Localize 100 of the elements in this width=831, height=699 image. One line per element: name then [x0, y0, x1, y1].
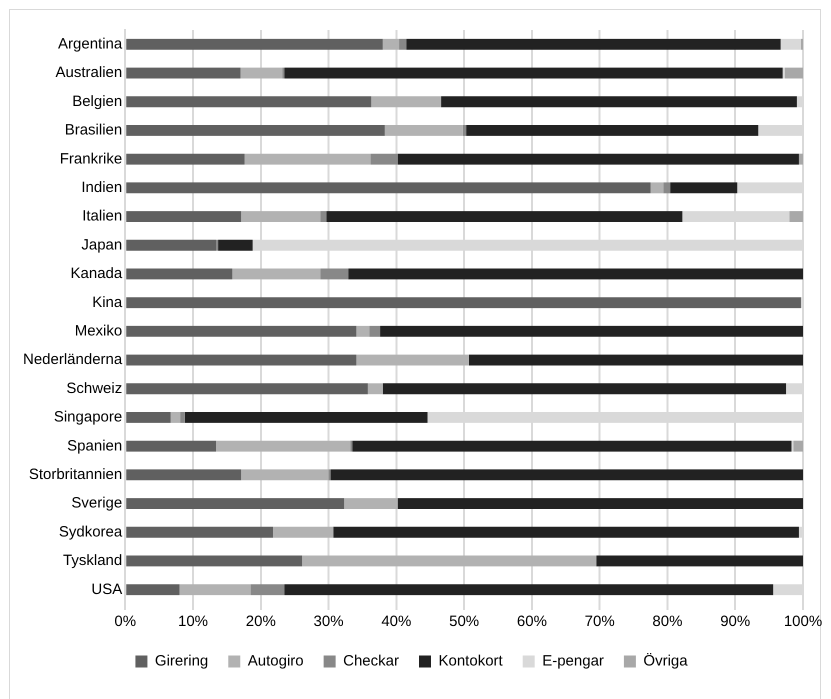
bar — [302, 555, 596, 566]
y-tick-label: Argentina — [58, 35, 123, 52]
bar — [126, 297, 801, 308]
bar — [670, 182, 738, 194]
bar — [126, 211, 242, 222]
bar — [126, 124, 385, 136]
y-tick-label: USA — [91, 580, 122, 598]
y-tick-label: Indien — [81, 178, 122, 196]
bar — [326, 211, 682, 222]
bar — [126, 182, 651, 194]
x-tick-label: 70% — [584, 613, 615, 630]
bar — [320, 268, 348, 280]
bar — [371, 96, 442, 108]
x-tick-label: 60% — [516, 613, 547, 630]
bar — [250, 584, 285, 596]
bar — [232, 268, 320, 280]
x-tick-label: 10% — [178, 613, 208, 630]
y-tick-label: Storbritannien — [28, 466, 122, 483]
bar — [789, 211, 803, 222]
y-tick-label: Brasilien — [64, 122, 122, 139]
bar — [126, 68, 240, 79]
bar — [784, 68, 803, 79]
bar — [284, 68, 783, 79]
bar — [398, 498, 803, 510]
bar — [126, 383, 368, 394]
legend-label: E-pengar — [542, 652, 604, 670]
bar — [368, 383, 383, 394]
y-tick-label: Schweiz — [66, 380, 122, 397]
legend-label: Kontokort — [438, 652, 504, 670]
bar — [356, 326, 370, 337]
bar — [382, 38, 400, 50]
bar — [126, 469, 242, 480]
bar — [126, 498, 344, 510]
bar — [466, 124, 758, 136]
bar — [282, 68, 285, 79]
y-tick-label: Mexiko — [74, 322, 122, 340]
bar — [333, 526, 799, 538]
bar — [241, 211, 320, 222]
y-tick-label: Sverige — [71, 494, 122, 512]
bar — [348, 268, 803, 280]
bar — [320, 211, 327, 222]
x-tick-label: 20% — [246, 613, 276, 630]
bar — [272, 526, 334, 538]
bar — [399, 38, 407, 50]
legend-label: Checkar — [343, 652, 399, 670]
bar — [126, 154, 245, 165]
bar — [284, 584, 774, 596]
x-tick-label: 100% — [784, 613, 822, 630]
y-tick-label: Kina — [92, 294, 123, 311]
legend-label: Girering — [154, 652, 208, 670]
bar — [398, 154, 799, 165]
bar — [179, 584, 251, 596]
bar — [352, 440, 792, 452]
bar — [356, 354, 469, 366]
bar — [126, 412, 171, 423]
bar — [596, 555, 803, 566]
bar — [170, 412, 180, 423]
bar — [370, 154, 398, 165]
bar — [650, 182, 664, 194]
y-tick-label: Spanien — [67, 437, 122, 454]
bar — [218, 240, 253, 251]
x-tick-label: 80% — [652, 613, 682, 630]
bar — [663, 182, 670, 194]
bar — [798, 154, 803, 165]
bar — [180, 412, 185, 423]
x-tick-label: 90% — [720, 613, 750, 630]
bar — [184, 412, 428, 423]
bar — [468, 354, 803, 366]
x-tick-label: 40% — [381, 613, 412, 630]
bar — [126, 38, 383, 50]
y-tick-label: Singapore — [54, 408, 122, 426]
bar — [126, 326, 356, 337]
bar — [369, 326, 380, 337]
legend-label: Övriga — [643, 652, 688, 670]
bar — [126, 526, 273, 538]
bar — [382, 383, 786, 394]
legend-label: Autogiro — [248, 652, 304, 670]
bar — [441, 96, 797, 108]
bar — [794, 440, 803, 452]
bar — [126, 354, 356, 366]
bar — [216, 440, 350, 452]
bar — [126, 440, 216, 452]
bar — [330, 469, 803, 480]
y-tick-label: Kanada — [70, 265, 123, 282]
bar — [780, 38, 801, 50]
bar — [126, 555, 302, 566]
bar — [384, 124, 463, 136]
bar — [126, 268, 232, 280]
y-tick-label: Belgien — [72, 92, 122, 110]
y-tick-label: Japan — [81, 236, 122, 254]
y-tick-label: Sydkorea — [58, 523, 123, 540]
x-tick-label: 0% — [114, 613, 136, 630]
bar — [240, 68, 282, 79]
bar — [244, 154, 371, 165]
y-tick-label: Italien — [82, 208, 122, 225]
x-tick-label: 30% — [314, 613, 344, 630]
bar — [791, 440, 794, 452]
y-tick-label: Tyskland — [63, 552, 122, 570]
bar — [406, 38, 781, 50]
bar — [344, 498, 398, 510]
